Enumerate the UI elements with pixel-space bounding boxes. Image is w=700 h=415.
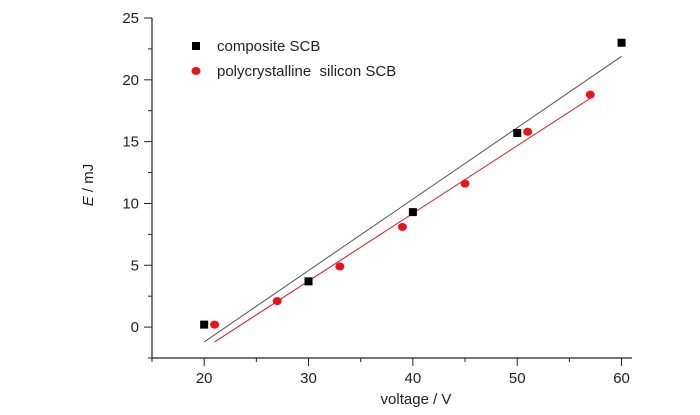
data-point-series-2: [397, 222, 407, 231]
axis-ticks: 20 30 40 50 60 0 5 10 15 20 25: [122, 10, 630, 387]
x-tick-label: 60: [613, 370, 630, 387]
y-tick-label: 10: [122, 195, 139, 212]
y-axis-label-symbol: E: [80, 195, 97, 206]
y-tick-label: 15: [122, 134, 139, 151]
data-point-series-1: [513, 128, 522, 137]
x-tick-label: 50: [509, 370, 526, 387]
y-tick-label: 0: [131, 319, 139, 336]
data-point-series-2: [335, 262, 345, 271]
x-tick-label: 20: [196, 370, 213, 387]
data-point-series-1: [200, 320, 209, 329]
axes: [151, 18, 632, 359]
data-point-series-1: [304, 277, 313, 286]
legend: composite SCB polycrystalline silicon SCB: [191, 38, 396, 80]
y-tick-label: 20: [122, 72, 139, 89]
data-point-series-1: [408, 208, 417, 217]
data-points: [200, 38, 626, 329]
fit-lines: [203, 55, 622, 343]
data-point-series-1: [617, 38, 626, 47]
legend-marker-square: [192, 42, 200, 50]
y-tick-label: 5: [131, 257, 139, 274]
data-point-series-2: [210, 320, 220, 329]
x-tick-label: 30: [300, 370, 317, 387]
data-point-series-2: [523, 127, 533, 136]
data-point-series-2: [460, 179, 470, 188]
data-point-series-2: [272, 297, 282, 306]
y-axis-label: E / mJ: [80, 164, 97, 207]
legend-label: polycrystalline silicon SCB: [217, 63, 396, 80]
x-axis-label: voltage / V: [381, 391, 452, 408]
y-tick-label: 25: [122, 10, 139, 27]
y-axis-label-unit: / mJ: [80, 164, 97, 197]
legend-marker-circle: [191, 67, 201, 75]
x-tick-label: 40: [405, 370, 422, 387]
fit-line-series-1: [203, 55, 622, 343]
legend-label: composite SCB: [217, 38, 320, 55]
data-point-series-2: [585, 90, 595, 99]
fit-line-series-2: [214, 97, 591, 343]
